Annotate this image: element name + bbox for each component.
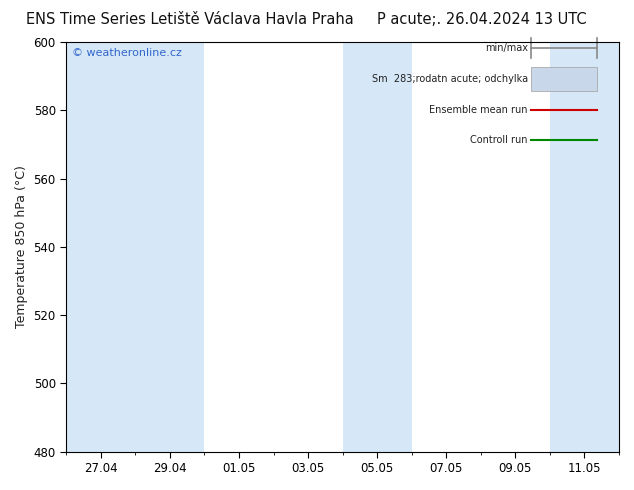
Y-axis label: Temperature 850 hPa (°C): Temperature 850 hPa (°C) bbox=[15, 166, 28, 328]
Text: min/max: min/max bbox=[485, 43, 527, 53]
Bar bbox=[531, 67, 597, 91]
Text: P acute;. 26.04.2024 13 UTC: P acute;. 26.04.2024 13 UTC bbox=[377, 12, 586, 27]
Bar bbox=[550, 42, 619, 452]
Bar bbox=[135, 42, 204, 452]
Bar bbox=[66, 42, 135, 452]
Text: ENS Time Series Letiště Václava Havla Praha: ENS Time Series Letiště Václava Havla Pr… bbox=[27, 12, 354, 27]
Text: Ensemble mean run: Ensemble mean run bbox=[429, 105, 527, 115]
Text: © weatheronline.cz: © weatheronline.cz bbox=[72, 48, 181, 58]
Text: Sm  283;rodatn acute; odchylka: Sm 283;rodatn acute; odchylka bbox=[372, 74, 527, 84]
Bar bbox=[342, 42, 411, 452]
Text: Controll run: Controll run bbox=[470, 135, 527, 146]
